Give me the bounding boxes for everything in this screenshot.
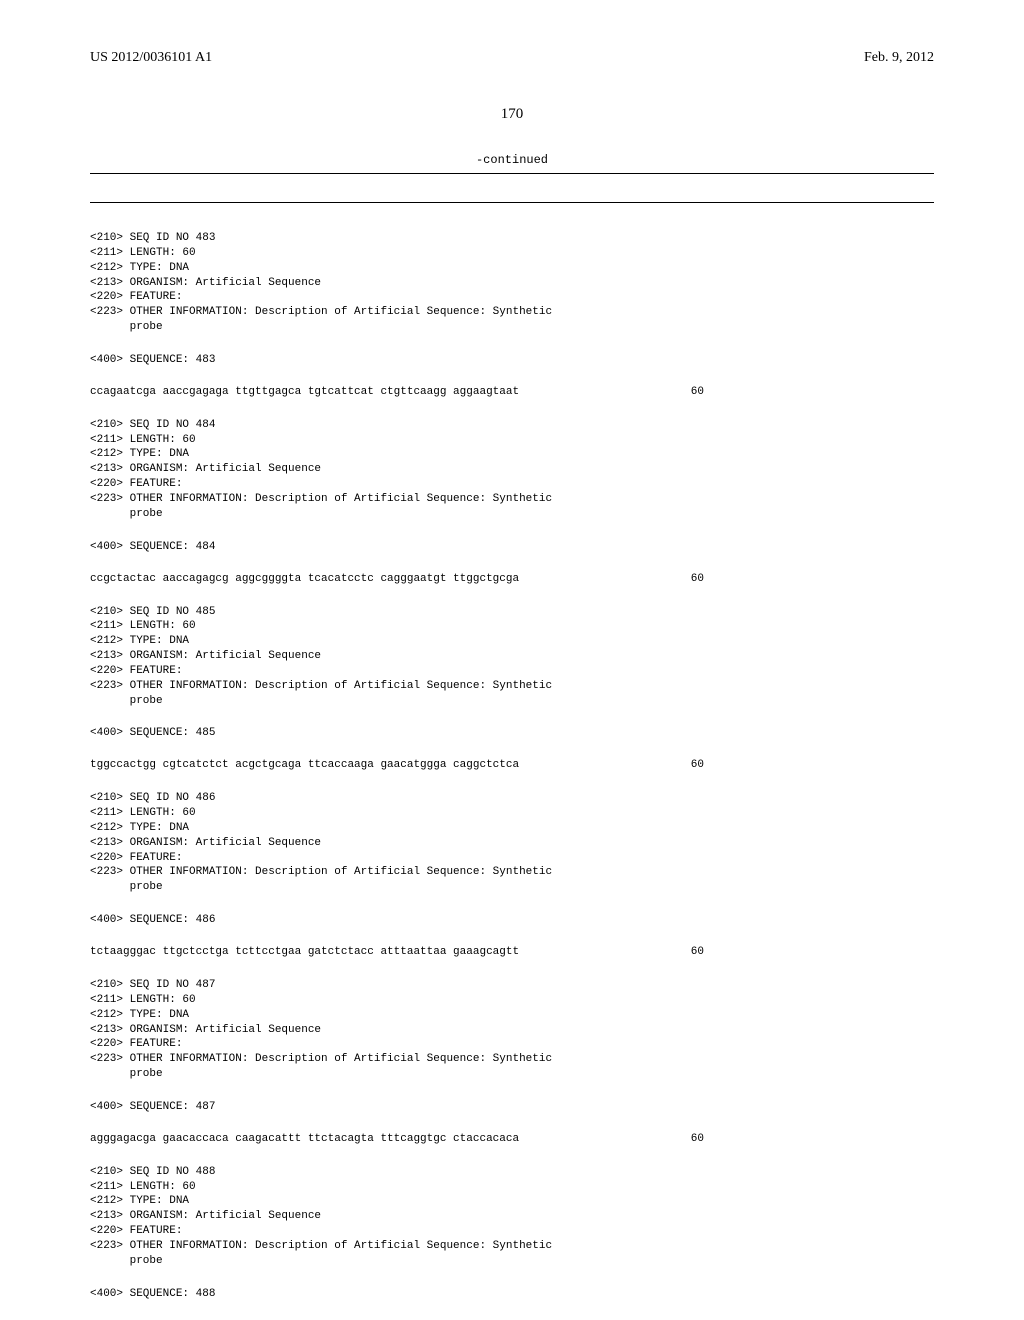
sequence-length: 60 — [691, 386, 704, 398]
sequence-text: ccagaatcga aaccgagaga ttgttgagca tgtcatt… — [90, 386, 519, 398]
sequence-text: agggagacga gaacaccaca caagacattt ttctaca… — [90, 1133, 519, 1145]
sequence-metadata: <210> SEQ ID NO 483 <211> LENGTH: 60 <21… — [90, 231, 934, 335]
sequence-line: ccagaatcga aaccgagaga ttgttgagca tgtcatt… — [90, 386, 934, 398]
page-header: US 2012/0036101 A1 Feb. 9, 2012 — [90, 50, 934, 66]
sequence-line: tggccactgg cgtcatctct acgctgcaga ttcacca… — [90, 759, 934, 771]
sequence-metadata: <210> SEQ ID NO 484 <211> LENGTH: 60 <21… — [90, 418, 934, 522]
page-container: US 2012/0036101 A1 Feb. 9, 2012 170 -con… — [0, 0, 1024, 1320]
publication-date: Feb. 9, 2012 — [864, 50, 934, 66]
continued-label: -continued — [90, 153, 934, 167]
sequence-metadata: <210> SEQ ID NO 485 <211> LENGTH: 60 <21… — [90, 605, 934, 709]
sequence-label: <400> SEQUENCE: 485 — [90, 726, 934, 741]
sequence-text: ccgctactac aaccagagcg aggcggggta tcacatc… — [90, 573, 519, 585]
sequence-line: agggagacga gaacaccaca caagacattt ttctaca… — [90, 1133, 934, 1145]
sequence-label: <400> SEQUENCE: 484 — [90, 540, 934, 555]
sequence-metadata: <210> SEQ ID NO 488 <211> LENGTH: 60 <21… — [90, 1165, 934, 1269]
sequence-label: <400> SEQUENCE: 488 — [90, 1287, 934, 1302]
publication-number: US 2012/0036101 A1 — [90, 50, 212, 66]
sequence-text: tggccactgg cgtcatctct acgctgcaga ttcacca… — [90, 759, 519, 771]
sequence-length: 60 — [691, 573, 704, 585]
sequence-line: ccgctactac aaccagagcg aggcggggta tcacatc… — [90, 573, 934, 585]
sequence-line: tctaagggac ttgctcctga tcttcctgaa gatctct… — [90, 946, 934, 958]
sequence-length: 60 — [691, 759, 704, 771]
sequence-label: <400> SEQUENCE: 486 — [90, 913, 934, 928]
page-number: 170 — [90, 106, 934, 123]
sequence-metadata: <210> SEQ ID NO 487 <211> LENGTH: 60 <21… — [90, 978, 934, 1082]
sequence-metadata: <210> SEQ ID NO 486 <211> LENGTH: 60 <21… — [90, 791, 934, 895]
divider-mid — [90, 202, 934, 203]
sequence-label: <400> SEQUENCE: 483 — [90, 353, 934, 368]
sequence-label: <400> SEQUENCE: 487 — [90, 1100, 934, 1115]
sequence-length: 60 — [691, 946, 704, 958]
sequence-listing: <210> SEQ ID NO 483 <211> LENGTH: 60 <21… — [90, 231, 934, 1302]
sequence-text: tctaagggac ttgctcctga tcttcctgaa gatctct… — [90, 946, 519, 958]
divider-top — [90, 173, 934, 174]
sequence-length: 60 — [691, 1133, 704, 1145]
